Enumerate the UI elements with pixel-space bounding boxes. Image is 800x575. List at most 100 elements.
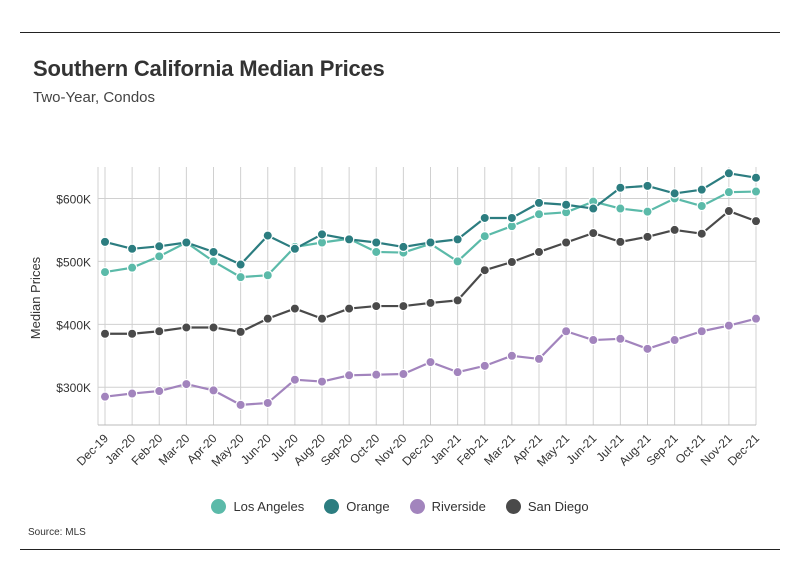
y-axis-title: Median Prices xyxy=(28,256,43,339)
data-point xyxy=(479,212,490,224)
data-point xyxy=(615,333,626,344)
data-point xyxy=(154,251,165,262)
top-rule xyxy=(20,32,780,33)
y-tick-label: $500K xyxy=(56,255,91,269)
data-point xyxy=(479,231,490,242)
data-point xyxy=(669,224,680,236)
data-point xyxy=(208,322,219,333)
data-point xyxy=(343,303,355,314)
data-point xyxy=(181,237,192,248)
legend-item: Los Angeles xyxy=(211,499,304,514)
data-point xyxy=(642,343,653,355)
data-point xyxy=(289,374,301,385)
data-point xyxy=(588,334,599,346)
data-point xyxy=(533,353,545,365)
bottom-rule xyxy=(20,549,780,550)
data-point xyxy=(642,180,653,192)
data-point xyxy=(262,313,273,324)
data-point xyxy=(506,212,518,224)
data-point xyxy=(669,188,680,199)
data-point xyxy=(750,215,762,227)
chart-title: Southern California Median Prices xyxy=(33,56,385,81)
data-point xyxy=(262,230,273,241)
data-point xyxy=(343,370,355,381)
data-point xyxy=(371,237,382,248)
data-point xyxy=(723,186,735,198)
data-point xyxy=(262,397,273,409)
x-tick-label: Jun-21 xyxy=(564,431,600,467)
data-point xyxy=(750,313,762,324)
data-point xyxy=(126,262,138,273)
axes xyxy=(97,167,756,426)
chart-subtitle: Two-Year, Condos xyxy=(33,89,156,106)
data-point xyxy=(696,228,707,239)
legend-swatch xyxy=(409,499,425,514)
x-tick-label: Mar-20 xyxy=(156,431,193,468)
data-point xyxy=(452,295,463,306)
data-point xyxy=(723,205,735,217)
x-tick-label: Jun-20 xyxy=(238,431,274,467)
data-point xyxy=(533,208,545,220)
data-point xyxy=(316,376,328,387)
data-point xyxy=(289,303,301,314)
data-point xyxy=(533,197,545,209)
legend-item: San Diego xyxy=(505,499,589,514)
data-point xyxy=(371,369,382,380)
y-tick-label: $600K xyxy=(56,192,91,206)
data-point xyxy=(479,265,490,276)
series-points xyxy=(99,168,762,411)
data-point xyxy=(452,256,463,267)
legend-label: Riverside xyxy=(431,499,486,514)
data-point xyxy=(208,246,219,258)
data-point xyxy=(452,366,463,378)
data-point xyxy=(425,237,436,248)
data-point xyxy=(696,326,707,337)
data-point xyxy=(181,322,192,333)
data-point xyxy=(371,300,382,312)
data-point xyxy=(425,297,436,309)
data-point xyxy=(99,328,111,339)
legend-label: Los Angeles xyxy=(233,499,305,514)
data-point xyxy=(615,182,626,193)
data-point xyxy=(696,184,707,195)
data-point xyxy=(615,236,626,248)
data-point xyxy=(208,256,219,267)
legend-item: Orange xyxy=(324,499,390,514)
data-point xyxy=(669,334,680,346)
data-point xyxy=(452,234,463,245)
legend-label: San Diego xyxy=(527,499,589,514)
data-point xyxy=(316,313,328,324)
data-point xyxy=(154,326,165,337)
data-point xyxy=(615,203,626,214)
data-point xyxy=(588,227,599,239)
data-point xyxy=(750,172,762,183)
x-tick-label: Dec-19 xyxy=(74,431,111,468)
axis-labels: $300K$400K$500K$600KDec-19Jan-20Feb-20Ma… xyxy=(28,192,762,469)
data-point xyxy=(316,229,328,240)
data-point xyxy=(533,246,545,258)
data-point xyxy=(262,270,273,281)
data-point xyxy=(99,236,111,248)
legend-swatch xyxy=(211,499,227,514)
data-point xyxy=(696,200,707,212)
data-point xyxy=(479,360,490,372)
data-point xyxy=(99,266,111,278)
data-point xyxy=(642,231,653,243)
source-note: Source: MLS xyxy=(28,527,86,538)
data-point xyxy=(588,203,599,214)
data-point xyxy=(398,241,409,253)
data-point xyxy=(398,368,409,380)
data-point xyxy=(506,256,518,268)
data-point xyxy=(425,356,436,368)
data-point xyxy=(154,241,165,252)
data-point xyxy=(208,385,219,396)
legend-swatch xyxy=(505,499,521,514)
data-point xyxy=(126,388,138,399)
data-point xyxy=(723,168,735,179)
legend-item: Riverside xyxy=(409,499,486,514)
data-point xyxy=(560,237,572,248)
data-point xyxy=(235,399,246,411)
legend: Los Angeles Orange Riverside San Diego xyxy=(0,499,800,514)
data-point xyxy=(398,300,409,312)
